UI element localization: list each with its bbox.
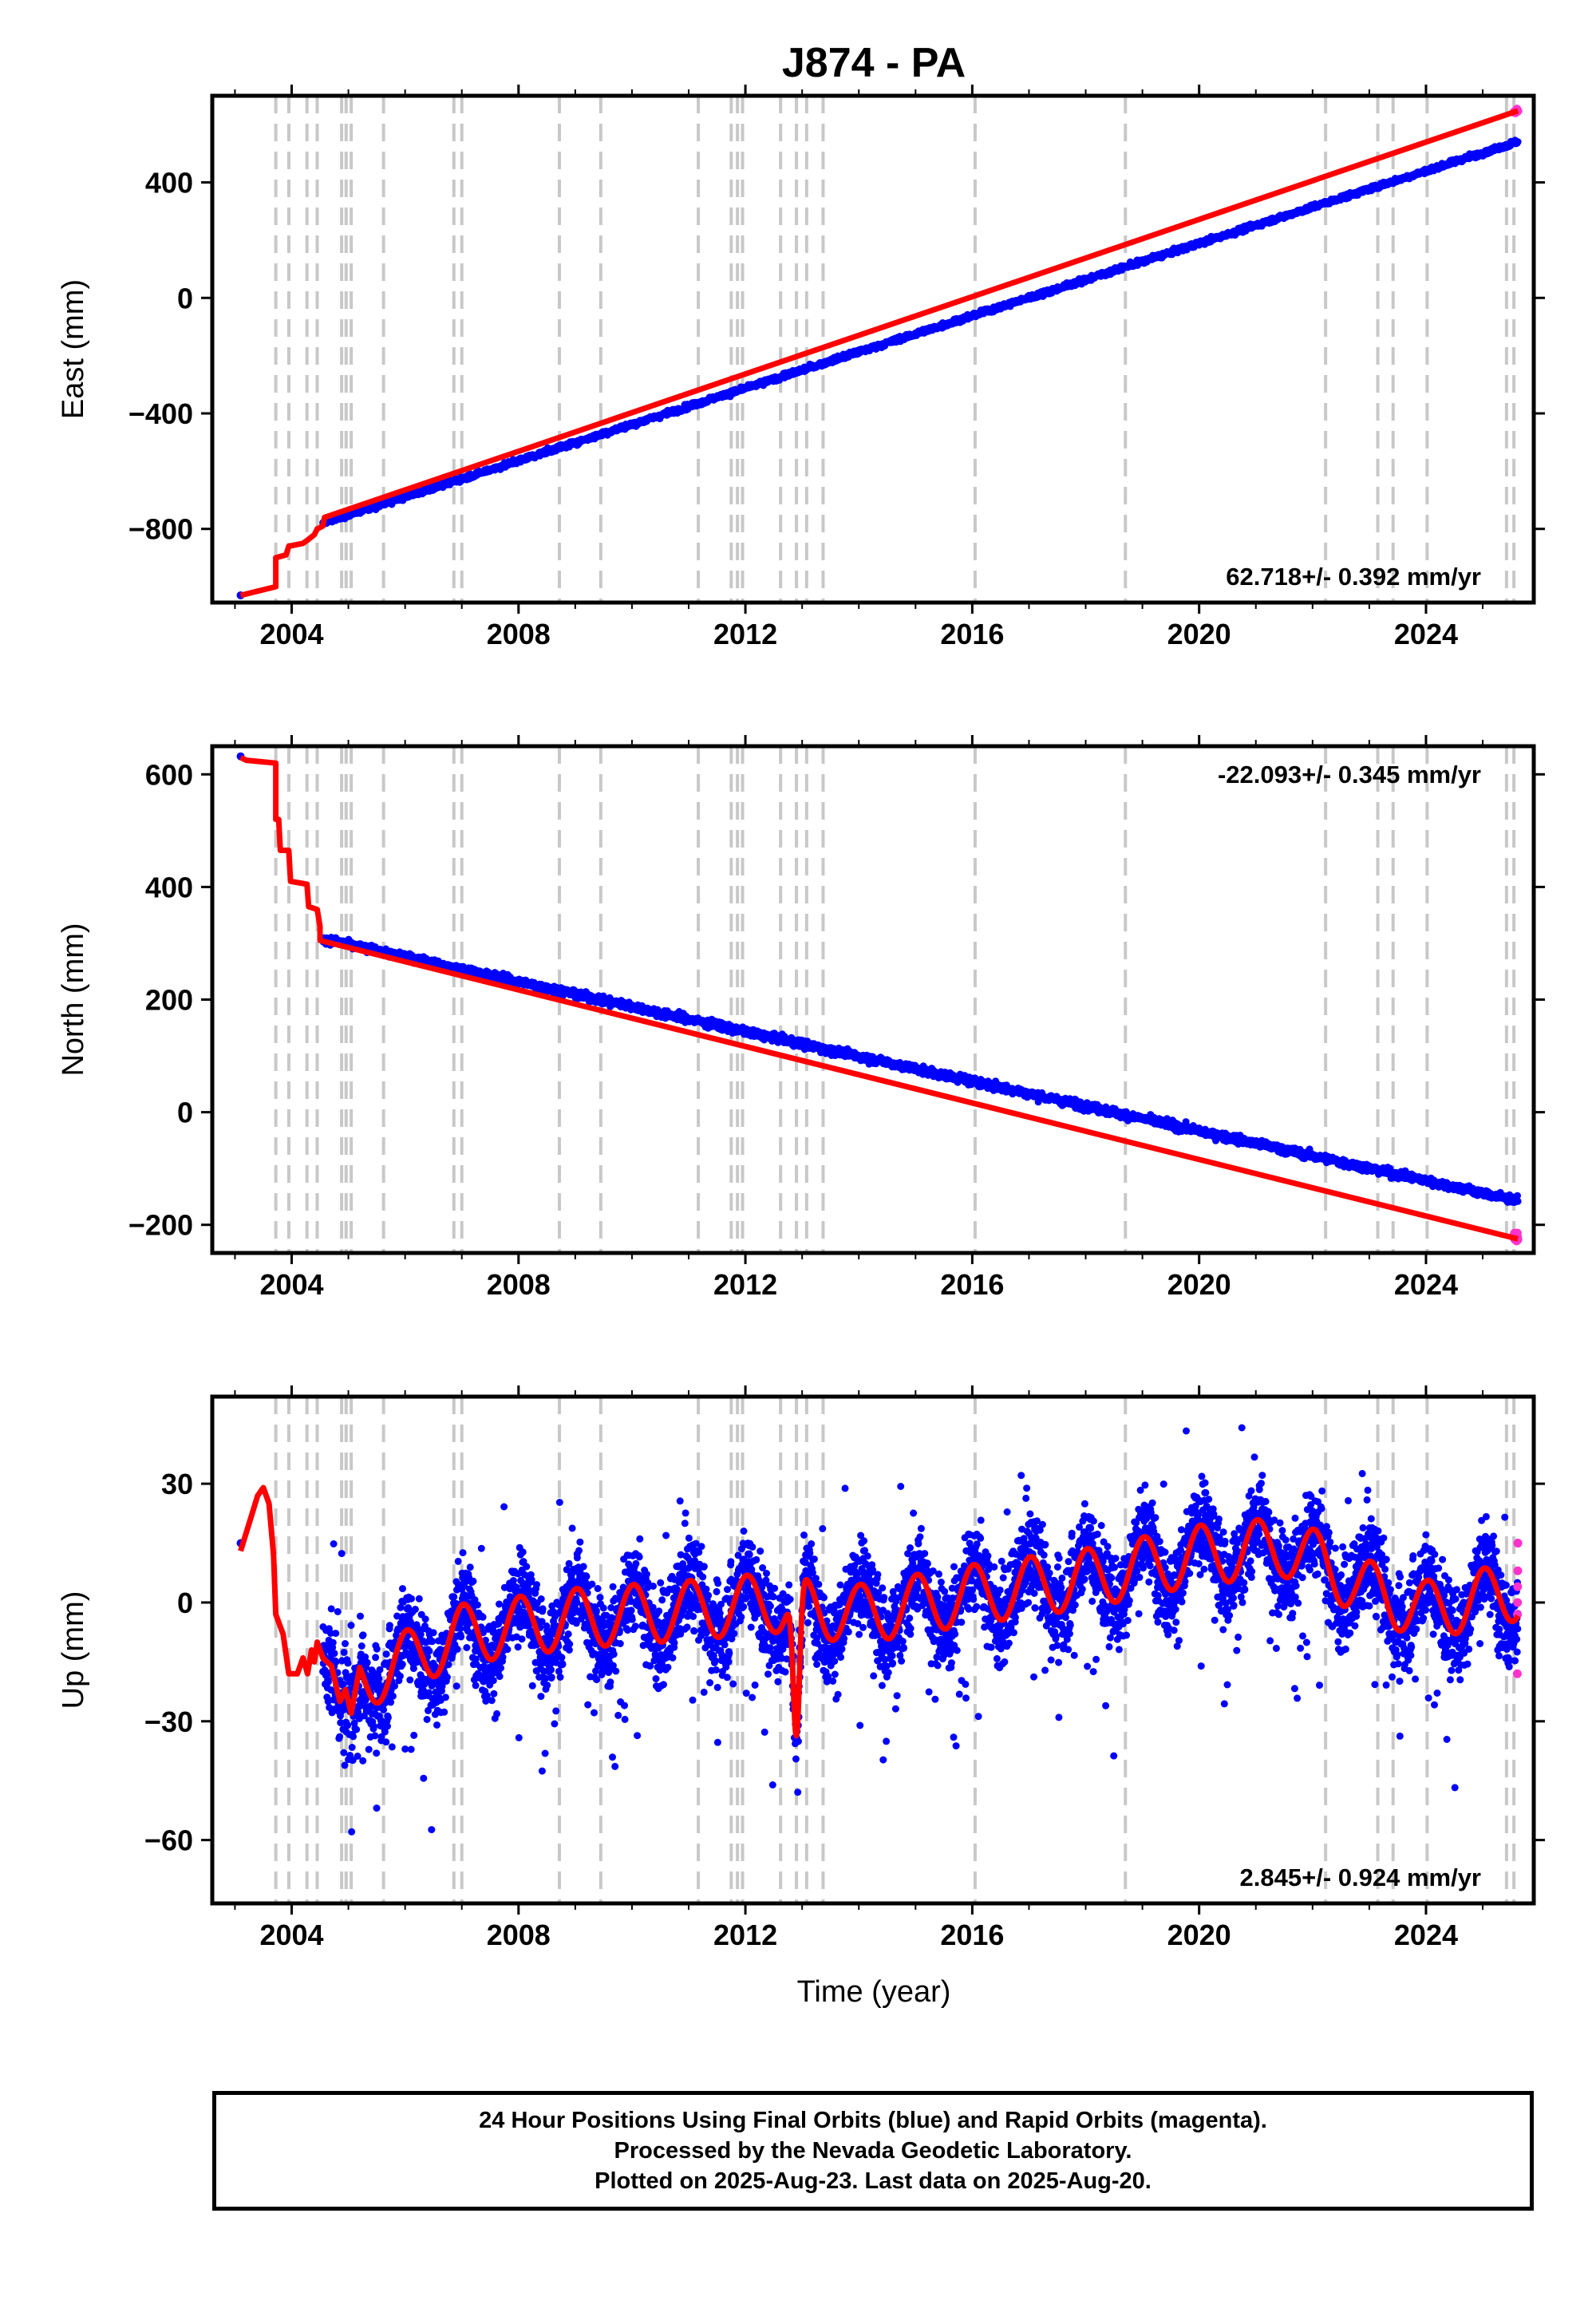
east-model-line: [239, 108, 1519, 599]
y-tick-label: −800: [128, 513, 193, 546]
north-data-points: [236, 752, 1523, 1246]
east-velocity-label: 62.718+/- 0.392 mm/yr: [1226, 563, 1481, 591]
east-y-axis-label: East (mm): [57, 279, 90, 419]
x-tick-label: 2012: [713, 618, 777, 650]
east-panel: 2004 2008 2012 2016 2020 2024 400 0 −400 −800 East…: [57, 85, 1545, 650]
x-tick-label: 2024: [1394, 618, 1458, 650]
north-panel: 2004 2008 2012 2016 2020 20246004002000−200No…: [57, 735, 1545, 1301]
x-tick-label: 2004: [259, 618, 323, 650]
x-tick-label: 2008: [487, 618, 551, 650]
y-tick-label: −400: [128, 397, 193, 430]
north-plot-area: [236, 746, 1523, 1253]
x-tick-label: 2016: [940, 618, 1004, 650]
y-tick-label: 400: [145, 167, 193, 200]
east-plot-area: [236, 96, 1523, 603]
final-orbit-point: [1514, 138, 1522, 146]
figure-title: J874 - PA: [782, 40, 966, 86]
x-tick-label: 2020: [1167, 618, 1231, 650]
east-frame: [210, 93, 1536, 605]
y-tick-label: 0: [177, 282, 193, 314]
east-data-points: [236, 105, 1523, 599]
